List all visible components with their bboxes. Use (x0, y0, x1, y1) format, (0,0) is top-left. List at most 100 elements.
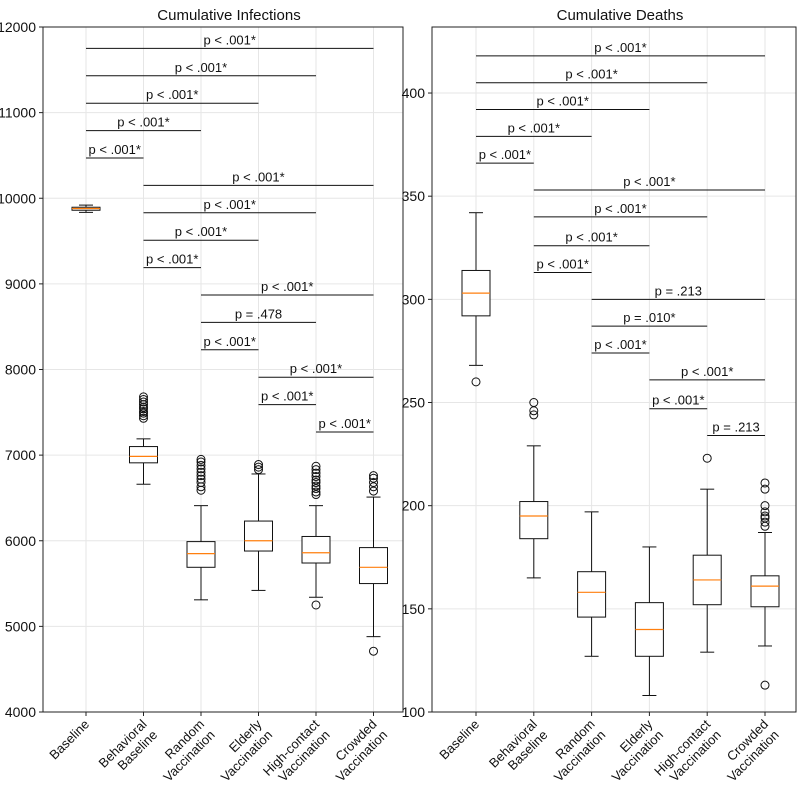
deaths-significance-bracket: p < .001* (649, 393, 708, 410)
deaths-p-value-label: p < .001* (652, 393, 704, 408)
infections-outlier-point (369, 471, 378, 481)
deaths-significance-bracket: p < .001* (476, 40, 765, 57)
deaths-significance-bracket: p < .001* (533, 174, 765, 191)
deaths-p-value-label: p < .001* (536, 94, 588, 109)
deaths-category-label: BehavioralBaseline (486, 716, 551, 781)
infections-box (186, 541, 216, 568)
infections-outlier-point (311, 465, 321, 475)
deaths-outlier-point (760, 507, 770, 517)
deaths-p-value-label: p < .001* (565, 230, 617, 245)
deaths-significance-bracket: p < .001* (591, 337, 650, 354)
infections-p-value-label: p < .001* (175, 60, 227, 75)
deaths-y-tick-label: 150 (402, 601, 426, 617)
deaths-significance-bracket: p < .001* (476, 94, 650, 111)
infections-y-tick-label: 12000 (0, 19, 36, 35)
infections-outlier-point (369, 482, 378, 492)
infections-outlier-point (311, 475, 321, 485)
deaths-category-label: High-contactVaccination (651, 716, 724, 789)
deaths-outlier-point (702, 453, 712, 463)
infections-y-tick-label: 10000 (0, 190, 36, 206)
infections-p-value-label: p < .001* (117, 115, 169, 130)
deaths-significance-bracket: p < .001* (649, 364, 765, 381)
infections-outlier-point (311, 461, 321, 471)
deaths-significance-bracket: p = .213 (707, 420, 765, 437)
deaths-plot-frame (431, 26, 797, 713)
infections-category-label: Baseline (46, 717, 92, 763)
infections-outlier-point (311, 484, 321, 494)
deaths-p-value-label: p < .001* (479, 147, 531, 162)
deaths-box (577, 571, 607, 618)
deaths-outlier-point (760, 478, 770, 488)
deaths-chart-title: Cumulative Deaths (557, 7, 684, 24)
deaths-p-value-label: p < .001* (508, 120, 560, 135)
infections-outlier-point (369, 646, 378, 656)
infections-p-value-label: p < .001* (261, 279, 313, 294)
infections-category-label: CrowdedVaccination (322, 717, 390, 785)
infections-box-group (244, 460, 273, 591)
deaths-outlier-point (760, 511, 770, 521)
deaths-significance-bracket: p < .001* (476, 147, 534, 164)
infections-y-tick-label: 11000 (0, 105, 36, 121)
deaths-box-group (577, 511, 607, 657)
infections-box-group (186, 454, 216, 601)
deaths-y-tick-label: 250 (402, 395, 426, 411)
infections-p-value-label: p < .001* (89, 142, 141, 157)
infections-box-group (129, 392, 158, 485)
deaths-box-group (634, 546, 664, 696)
infections-box (359, 547, 388, 585)
deaths-p-value-label: p < .001* (681, 364, 733, 379)
infections-outlier-point (196, 467, 206, 477)
infections-y-tick-label: 7000 (5, 447, 36, 463)
infections-outlier-point (311, 481, 321, 491)
infections-significance-bracket: p < .001* (143, 224, 259, 241)
infections-p-value-label: p < .001* (146, 87, 198, 102)
infections-category-label: BehavioralBaseline (96, 716, 161, 781)
infections-outlier-point (139, 392, 148, 402)
deaths-y-tick-label: 300 (402, 291, 426, 307)
infections-y-tick-label: 8000 (5, 362, 36, 378)
deaths-y-tick-label: 400 (402, 85, 426, 101)
deaths-significance-bracket: p = .213 (591, 283, 765, 300)
infections-outlier-point (254, 460, 263, 470)
infections-p-value-label: p < .001* (175, 224, 227, 239)
deaths-outlier-point (471, 377, 481, 387)
infections-significance-bracket: p < .001* (143, 169, 374, 186)
infections-outlier-point (311, 472, 321, 482)
infections-box-group (71, 204, 101, 213)
deaths-box-group (692, 453, 722, 653)
deaths-significance-bracket: p < .001* (476, 67, 708, 84)
deaths-y-tick-label: 200 (402, 498, 426, 514)
deaths-box (519, 501, 549, 540)
infections-outlier-point (139, 394, 148, 404)
deaths-significance-bracket: p < .001* (476, 120, 592, 137)
infections-outlier-point (139, 397, 148, 407)
infections-p-value-label: p = .478 (235, 306, 282, 321)
infections-p-value-label: p < .001* (290, 361, 342, 376)
infections-outlier-point (311, 490, 321, 500)
deaths-p-value-label: p < .001* (565, 67, 617, 82)
infections-significance-bracket: p < .001* (86, 60, 316, 77)
deaths-outlier-point (760, 513, 770, 523)
deaths-box-group (750, 478, 780, 690)
infections-p-value-label: p < .001* (204, 334, 256, 349)
infections-significance-bracket: p < .001* (143, 197, 316, 214)
infections-outlier-point (369, 486, 378, 496)
deaths-y-tick-label: 100 (402, 704, 426, 720)
deaths-outlier-point (760, 517, 770, 527)
deaths-significance-bracket: p < .001* (533, 257, 592, 274)
infections-box (244, 520, 273, 552)
infections-significance-bracket: p < .001* (86, 32, 374, 49)
deaths-significance-bracket: p < .001* (533, 201, 708, 218)
infections-outlier-point (196, 457, 206, 467)
infections-y-tick-label: 5000 (5, 618, 36, 634)
infections-p-value-label: p < .001* (146, 252, 198, 267)
deaths-y-tick-label: 350 (402, 188, 426, 204)
deaths-box (750, 575, 780, 608)
infections-outlier-point (139, 411, 148, 421)
infections-box-group (301, 461, 331, 610)
infections-box (301, 535, 331, 564)
deaths-panel: 100 150 200 250 300 350 400 Baseline BehavioralB… (402, 7, 797, 789)
deaths-p-value-label: p = .213 (655, 283, 702, 298)
infections-significance-bracket: p < .001* (86, 115, 201, 132)
